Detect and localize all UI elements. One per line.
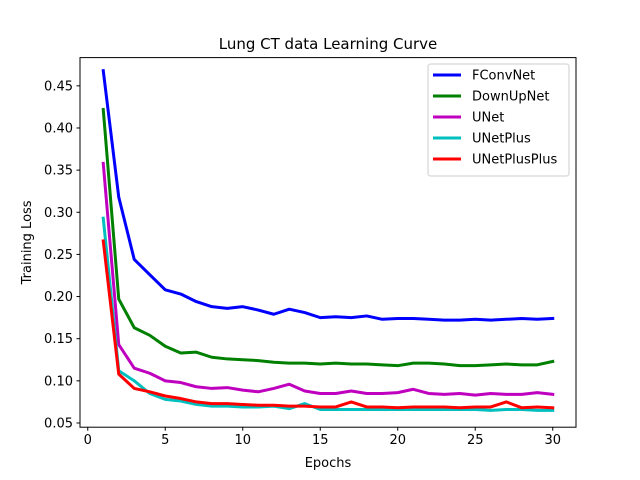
chart-title: Lung CT data Learning Curve bbox=[219, 35, 438, 53]
series-line-fconvnet bbox=[101, 68, 555, 322]
y-tick-label: 0.25 bbox=[44, 248, 73, 263]
y-tick-label: 0.40 bbox=[44, 121, 73, 136]
series-layer bbox=[101, 68, 555, 412]
y-tick-label: 0.15 bbox=[44, 332, 73, 347]
x-tick-label: 10 bbox=[234, 433, 251, 448]
series-line-unetplusplus bbox=[101, 239, 555, 410]
legend-label-unetplusplus: UNetPlusPlus bbox=[472, 153, 557, 168]
legend-label-fconvnet: FConvNet bbox=[472, 69, 535, 84]
series-line-unet bbox=[101, 161, 555, 397]
x-tick-label: 15 bbox=[312, 433, 329, 448]
series-line-downupnet bbox=[101, 107, 555, 368]
legend: FConvNet DownUpNet UNet UNetPlus UNetPlusPlu… bbox=[427, 63, 570, 177]
legend-label-unetplus: UNetPlus bbox=[472, 132, 531, 147]
series-line-unetplus bbox=[101, 216, 555, 412]
x-tick-label: 25 bbox=[467, 433, 484, 448]
plot-frame bbox=[79, 57, 577, 428]
y-axis-label: Training Loss bbox=[20, 200, 35, 285]
y-tick-label: 0.10 bbox=[44, 374, 73, 389]
legend-box bbox=[427, 63, 570, 177]
x-tick-label: 30 bbox=[544, 433, 561, 448]
x-tick-label: 20 bbox=[389, 433, 406, 448]
legend-label-unet: UNet bbox=[472, 111, 504, 126]
y-tick-label: 0.05 bbox=[44, 416, 73, 431]
y-tick-label: 0.35 bbox=[44, 164, 73, 179]
x-tick-label: 0 bbox=[84, 433, 92, 448]
legend-label-downupnet: DownUpNet bbox=[472, 90, 549, 105]
x-axis-ticks: 0 5 10 15 20 25 30 bbox=[84, 427, 561, 448]
y-tick-label: 0.20 bbox=[44, 290, 73, 305]
y-tick-label: 0.30 bbox=[44, 206, 73, 221]
y-axis-ticks: 0.05 0.10 0.15 0.20 0.25 0.30 0.35 0.40 0.45 bbox=[44, 79, 80, 431]
y-tick-label: 0.45 bbox=[44, 79, 73, 94]
x-tick-label: 5 bbox=[161, 433, 169, 448]
x-axis-label: Epochs bbox=[305, 456, 352, 471]
